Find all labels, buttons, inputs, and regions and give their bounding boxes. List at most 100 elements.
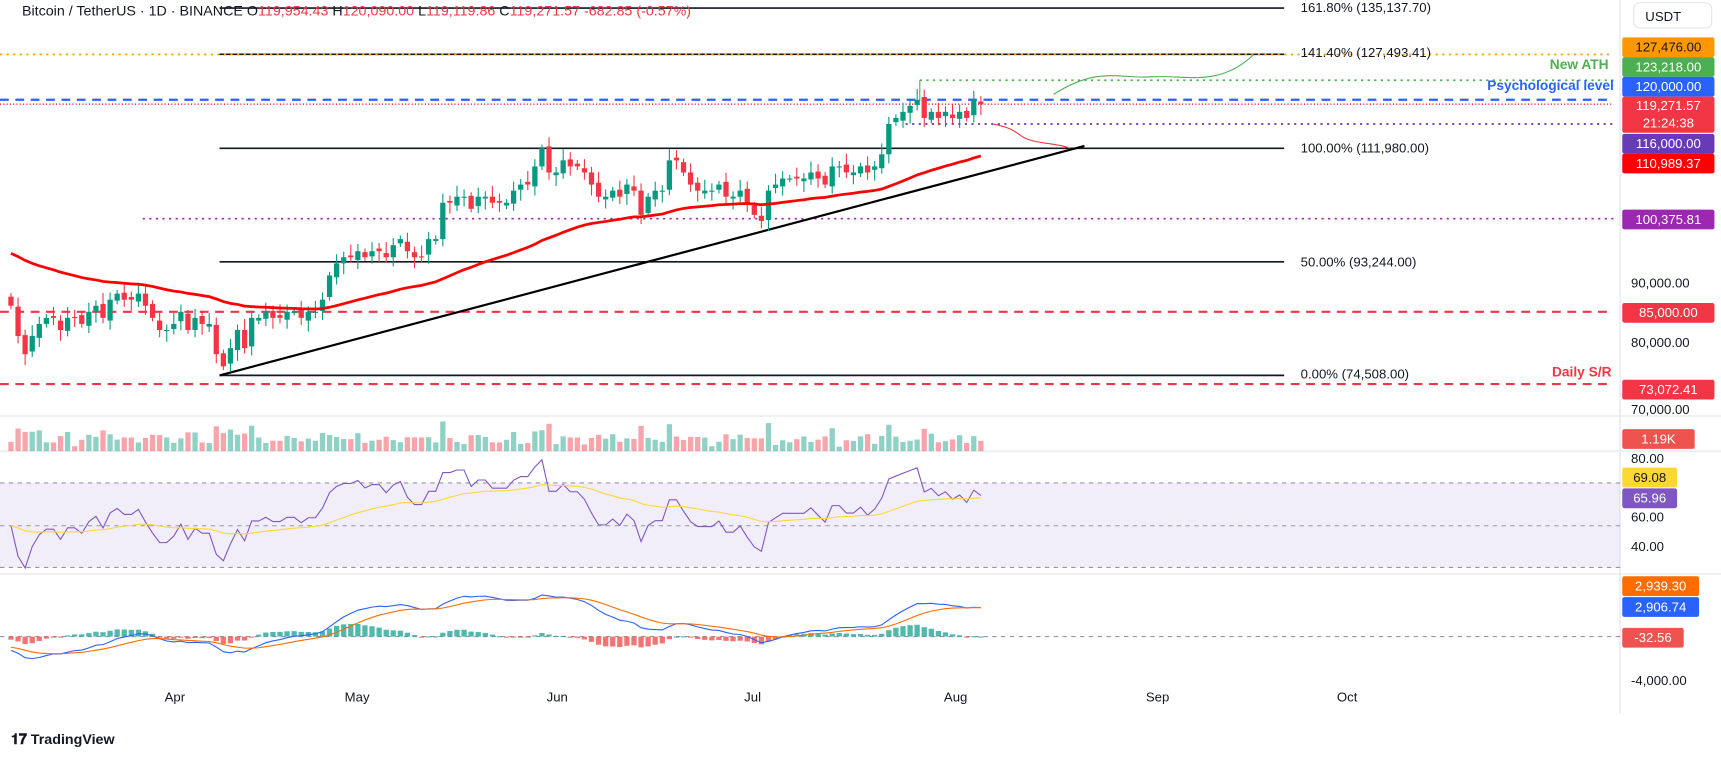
tradingview-logo[interactable]: 𝟏𝟕 TradingView [10, 731, 115, 748]
volume-bar [93, 436, 99, 452]
volume-bar [510, 431, 517, 452]
macd-histogram-bar [935, 631, 942, 637]
volume-bar [496, 442, 503, 452]
macd-histogram-bar [433, 636, 439, 638]
volume-bar [411, 437, 418, 452]
candle [780, 178, 786, 187]
candle [171, 323, 177, 330]
candle [79, 315, 85, 324]
volume-bar [277, 440, 283, 452]
moving-average-line [10, 154, 982, 311]
macd-histogram-bar [744, 636, 750, 642]
candle [142, 293, 149, 306]
candle [192, 317, 198, 330]
volume-bar [610, 434, 616, 452]
volume-bar [751, 438, 757, 452]
candle [610, 190, 616, 198]
macd-histogram-bar [900, 626, 906, 637]
candle [553, 172, 559, 176]
candle [199, 316, 205, 324]
volume-bar [723, 434, 729, 452]
macd-histogram-bar [843, 633, 849, 637]
candle [234, 329, 241, 350]
macd-histogram-bar [206, 636, 212, 639]
candle [815, 171, 821, 179]
candle [942, 111, 949, 117]
macd-histogram-bar [518, 636, 524, 638]
macd-histogram-bar [659, 636, 665, 644]
ath-annotation: New ATH [1549, 57, 1609, 73]
candle [949, 114, 956, 118]
candle [50, 316, 57, 318]
volume-bar [249, 425, 255, 452]
volume-bar [149, 434, 156, 452]
candle [454, 196, 460, 206]
macd-histogram-bar [319, 631, 326, 637]
candle [369, 251, 375, 257]
price-tag: 123,218.00 [1622, 57, 1715, 77]
candle [900, 111, 906, 121]
volume-bar [426, 437, 432, 452]
macd-histogram-bar [716, 636, 722, 640]
macd-histogram-bar [652, 636, 658, 645]
candle [482, 196, 488, 199]
volume-bar [326, 435, 333, 452]
macd-histogram-bar [758, 636, 765, 645]
macd-histogram-bar [702, 636, 708, 640]
macd-histogram-bar [22, 636, 28, 645]
volume-bar [121, 437, 127, 452]
volume-bar [971, 436, 977, 452]
currency-button[interactable]: USDT [1633, 2, 1713, 29]
candle [503, 202, 510, 206]
candle [872, 166, 878, 170]
candle [695, 182, 701, 191]
volume-bar [808, 441, 814, 452]
volume-bar [305, 438, 311, 452]
volume-bar [942, 441, 949, 452]
candle [581, 168, 588, 173]
volume-bar [433, 442, 439, 452]
volume-bar [673, 436, 680, 452]
volume-bar [978, 440, 984, 452]
volume-bar [815, 439, 821, 452]
volume-bar [872, 443, 878, 452]
candle [291, 311, 297, 313]
candle [560, 160, 566, 174]
macd-histogram-bar [157, 636, 163, 638]
volume-bar [907, 440, 913, 452]
candle [971, 99, 977, 116]
volume-bar [213, 426, 219, 452]
volume-bar [220, 433, 226, 452]
candle [822, 175, 828, 185]
rsi-axis-label: 60.00 [1631, 509, 1664, 525]
volume-bar [603, 438, 609, 452]
macd-histogram-bar [617, 636, 623, 648]
volume-bar [291, 437, 297, 452]
candle [801, 178, 807, 182]
macd-histogram-bar [886, 630, 892, 637]
macd-signal-line [10, 597, 981, 655]
candle [149, 303, 156, 318]
candle [680, 162, 687, 173]
macd-histogram-bar [956, 635, 963, 637]
macd-histogram-bar [411, 635, 418, 637]
macd-histogram-bar [341, 624, 347, 637]
volume-bar [206, 443, 212, 452]
candle [164, 329, 170, 332]
candle [907, 105, 913, 113]
macd-histogram-bar [447, 630, 453, 637]
macd-histogram-bar [631, 636, 637, 646]
macd-histogram-bar [93, 631, 99, 637]
macd-histogram-bar [79, 634, 85, 637]
volume-bar [879, 435, 885, 452]
macd-histogram-bar [581, 636, 588, 640]
macd-histogram-bar [418, 636, 425, 638]
volume-bar [687, 436, 694, 452]
candle [185, 313, 191, 330]
macd-histogram-bar [100, 632, 106, 637]
volume-bar [666, 424, 673, 452]
fib-label: 100.00% (111,980.00) [1300, 140, 1430, 156]
candle [850, 172, 857, 176]
volume-bar [319, 432, 326, 452]
